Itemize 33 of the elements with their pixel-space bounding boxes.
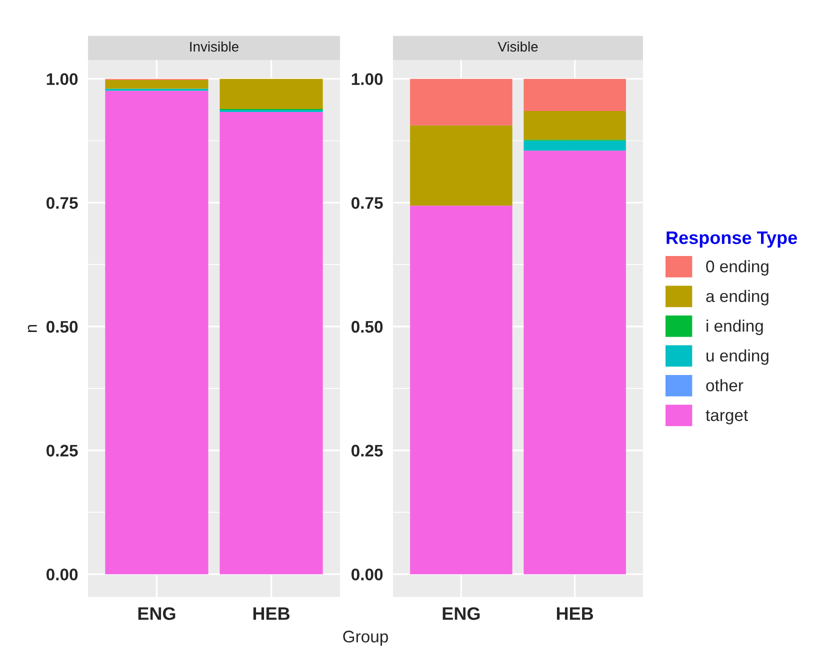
bar — [105, 80, 208, 89]
y-tick-label: 1.00 — [352, 73, 383, 86]
legend-label: 0 ending — [706, 260, 768, 276]
y-tick-label: 0.00 — [352, 568, 383, 580]
y-tick-label: 0.25 — [46, 444, 78, 457]
bar — [524, 78, 626, 112]
x-axis-title: Group — [343, 630, 388, 646]
y-tick-label: 1.00 — [46, 73, 78, 86]
legend-label: other — [706, 379, 744, 392]
y-tick-label: 0.75 — [352, 197, 383, 209]
bar — [410, 206, 512, 574]
bar — [410, 78, 512, 126]
y-tick-label: 0.50 — [46, 320, 78, 333]
legend-label: target — [706, 410, 748, 424]
chart-title: Visible — [498, 41, 538, 52]
y-tick-label: 0.00 — [46, 568, 78, 580]
legend-label: a ending — [706, 290, 768, 306]
y-tick-label: 0.75 — [46, 197, 78, 209]
bar — [524, 111, 626, 140]
bar — [524, 140, 626, 151]
legend-label: u ending — [706, 349, 768, 365]
x-tick-label: ENG — [442, 607, 480, 620]
bar — [220, 78, 323, 110]
y-tick-label: 0.25 — [352, 444, 383, 457]
x-tick-label: HEB — [556, 607, 594, 620]
bar — [410, 125, 512, 206]
x-tick-label: ENG — [138, 607, 176, 620]
legend-title: Response Type — [666, 231, 798, 248]
x-tick-label: HEB — [253, 607, 290, 620]
y-axis-title: n — [28, 324, 37, 332]
legend-label: i ending — [706, 320, 763, 336]
chart-title: Invisible — [190, 41, 238, 52]
y-tick-label: 0.50 — [352, 320, 383, 333]
